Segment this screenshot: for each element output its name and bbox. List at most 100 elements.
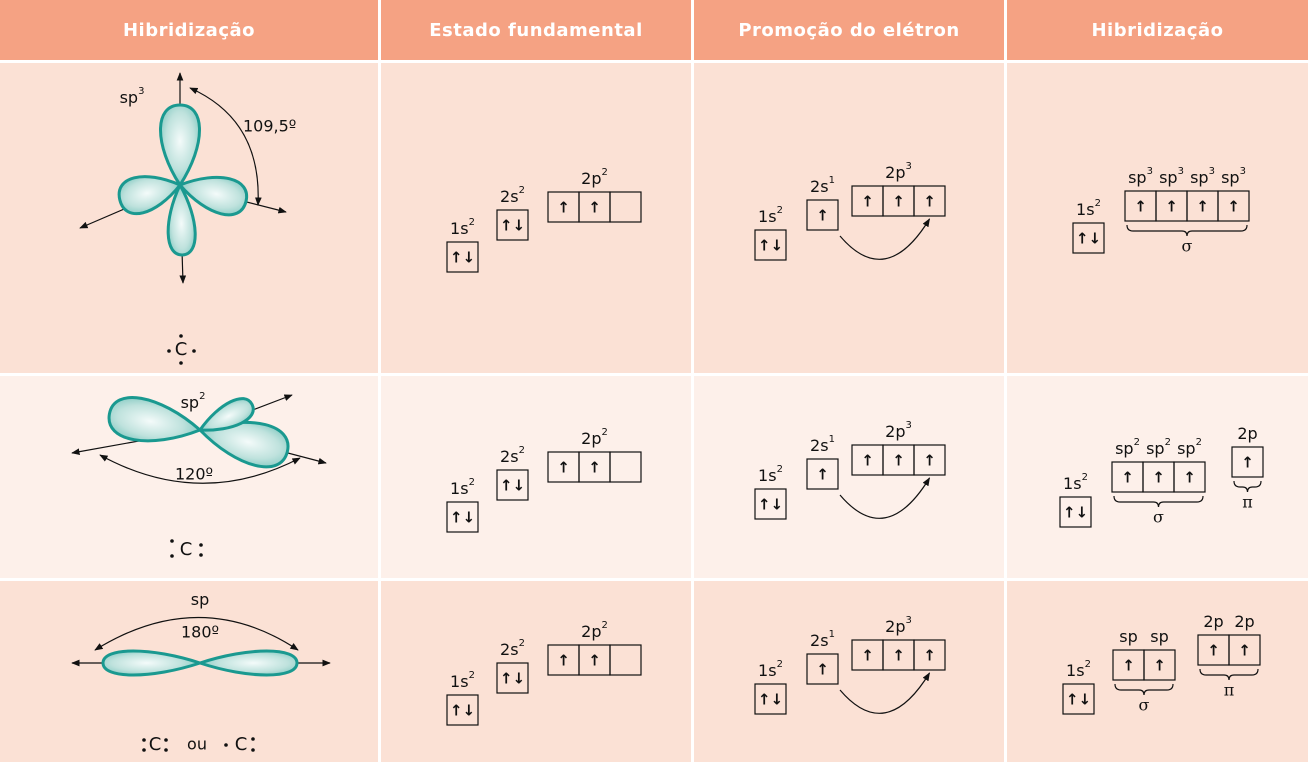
- label-base: sp: [1150, 627, 1169, 646]
- orbital-label: 1s2: [450, 670, 475, 691]
- electron-arrows: ↑: [1121, 469, 1134, 487]
- label-sup: 2: [1196, 437, 1202, 448]
- electron-arrows: ↑: [816, 207, 829, 225]
- table-cell: [694, 581, 1004, 762]
- label-sup: 2: [777, 659, 783, 670]
- label-base: 1s: [758, 466, 777, 485]
- orbital-label: sp2: [1177, 437, 1202, 458]
- electron-arrows: ↑↓: [1066, 691, 1091, 709]
- electron-arrows: ↑: [1207, 642, 1220, 660]
- label-base: sp: [120, 88, 139, 107]
- orbital-box: [754, 229, 787, 261]
- label-sup: 2: [469, 477, 475, 488]
- brace: [1233, 480, 1262, 493]
- orbital-label: 2p2: [581, 427, 608, 448]
- electron-arrows: ↑: [1183, 469, 1196, 487]
- label-sup: 3: [1147, 166, 1153, 177]
- electron-arrows: ↑↓: [500, 477, 525, 495]
- label-base: 2p: [1203, 612, 1223, 631]
- electron-arrows: ↑↓: [758, 691, 783, 709]
- label-sup: 2: [1134, 437, 1140, 448]
- lewis-dot: [192, 349, 196, 353]
- orbital-label: sp3: [1221, 166, 1246, 187]
- header-text: Promoção do elétron: [738, 20, 959, 41]
- lewis-dot: [167, 349, 171, 353]
- lewis-dot: [179, 334, 183, 338]
- electron-arrows: ↑: [1227, 198, 1240, 216]
- label-sup: 3: [1209, 166, 1215, 177]
- label-sup: 2: [1082, 472, 1088, 483]
- label-base: 2p: [885, 163, 905, 182]
- electron-arrows: ↑: [1152, 469, 1165, 487]
- electron-arrows: ↑: [861, 193, 874, 211]
- orbital-label: 1s2: [758, 464, 783, 485]
- orbital-lobe: [197, 397, 255, 432]
- electron-arrows: ↑: [892, 647, 905, 665]
- label-base: 1s: [758, 207, 777, 226]
- label-sup: 1: [829, 175, 835, 186]
- orbital-label: sp2: [1115, 437, 1140, 458]
- orbital-label: 2p3: [885, 615, 912, 636]
- orbital-label: sp3: [120, 86, 145, 107]
- orbital-label: 1s2: [1063, 472, 1088, 493]
- brace: [1114, 683, 1174, 696]
- brace: [1199, 668, 1259, 681]
- orbital-box: [446, 501, 479, 533]
- header-text: Hibridização: [1091, 20, 1223, 41]
- orbital-box: [806, 199, 839, 231]
- orbital-box: [1143, 649, 1176, 681]
- bond-symbol: σ: [1139, 696, 1150, 715]
- electron-arrows: ↑: [1241, 454, 1254, 472]
- orbital-label: 1s2: [1066, 659, 1091, 680]
- orbital-label: 2p3: [885, 420, 912, 441]
- lewis-dot: [170, 539, 174, 543]
- label-base: 2p: [885, 422, 905, 441]
- brace: [1113, 495, 1204, 508]
- label-sup: 2: [601, 167, 607, 178]
- orbital-box: [913, 639, 946, 671]
- orbital-lobe: [166, 181, 197, 257]
- label-base: 2s: [810, 631, 829, 650]
- orbital-label: 2p: [1234, 612, 1254, 631]
- electron-arrows: ↑↓: [758, 237, 783, 255]
- label-sup: 2: [519, 445, 525, 456]
- lewis-dot: [170, 554, 174, 558]
- electron-arrows: ↑: [1196, 198, 1209, 216]
- label-base: 1s: [1063, 474, 1082, 493]
- electron-arrows: ↑: [1122, 657, 1135, 675]
- label-sup: 1: [829, 629, 835, 640]
- orbital-label: 1s2: [1076, 198, 1101, 219]
- orbital-label: sp: [1150, 627, 1169, 646]
- label-sup: 2: [519, 638, 525, 649]
- electron-arrows: ↑: [861, 452, 874, 470]
- label-sup: 2: [777, 205, 783, 216]
- label-base: sp: [181, 393, 200, 412]
- label-base: 2p: [581, 429, 601, 448]
- label-base: 2s: [500, 640, 519, 659]
- orbital-label: 2p3: [885, 161, 912, 182]
- orbital-box: [1228, 634, 1261, 666]
- label-base: 2p: [581, 169, 601, 188]
- electron-arrows: ↑: [557, 652, 570, 670]
- orbital-label: sp2: [181, 391, 206, 412]
- header-text: Hibridização: [123, 20, 255, 41]
- orbital-label: 2s1: [810, 629, 835, 650]
- orbital-lobe: [107, 396, 203, 443]
- electron-arrows: ↑↓: [1063, 504, 1088, 522]
- header-cell: [694, 0, 1004, 60]
- promotion-arrow: [839, 477, 931, 519]
- label-base: 2s: [500, 447, 519, 466]
- orbital-label: 2s1: [810, 175, 835, 196]
- table-cell: [0, 581, 378, 762]
- header-cell: [381, 0, 691, 60]
- header-cell: [1007, 0, 1308, 60]
- electron-arrows: ↑: [923, 193, 936, 211]
- bond-symbol: π: [1242, 493, 1253, 512]
- label-sup: 1: [829, 434, 835, 445]
- label-base: sp: [1119, 627, 1138, 646]
- content: Hibridização Estado fundamental Promoção d…: [120, 20, 1264, 755]
- label-base: 1s: [450, 672, 469, 691]
- orbital-label: sp3: [1190, 166, 1215, 187]
